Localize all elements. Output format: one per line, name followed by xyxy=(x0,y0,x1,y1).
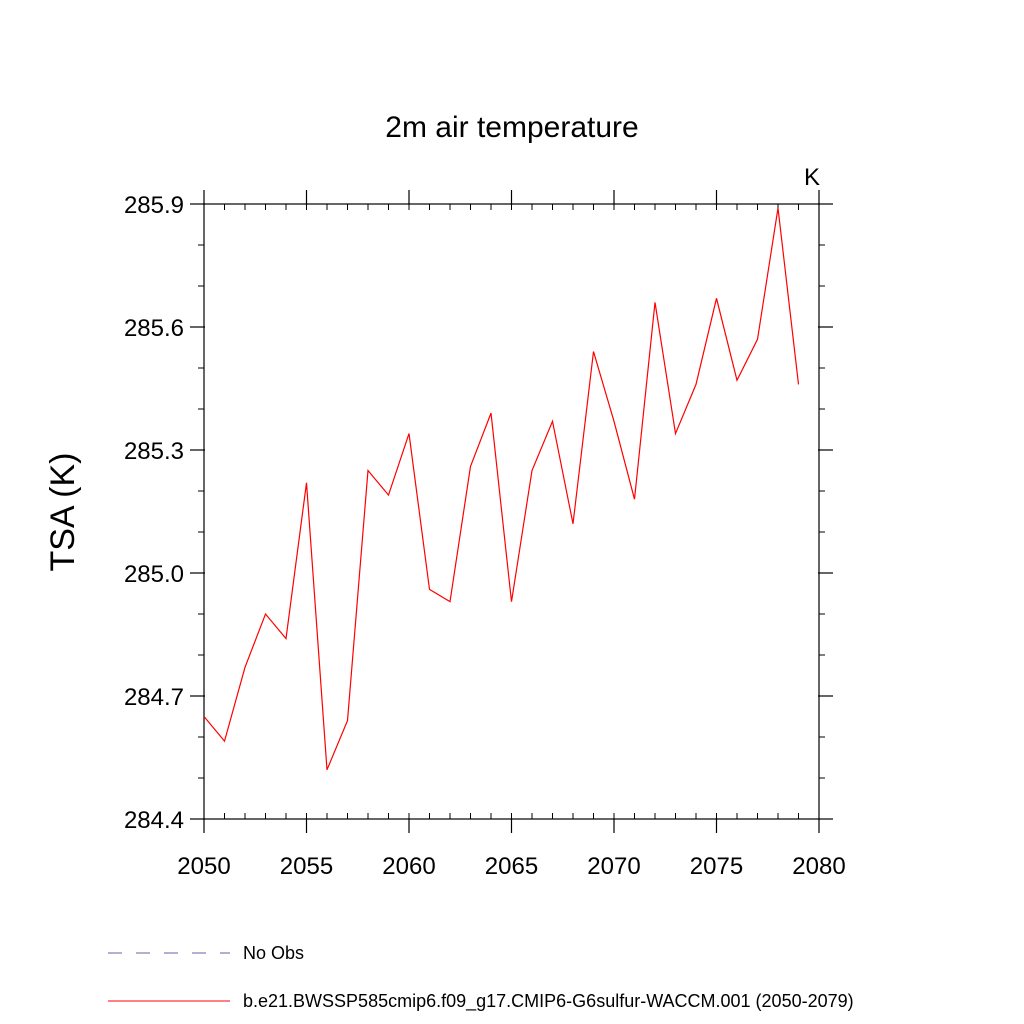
plot-frame xyxy=(203,203,820,820)
x-tick-label: 2065 xyxy=(485,853,538,880)
y-tick-label: 285.3 xyxy=(124,438,184,465)
y-tick-label: 285.9 xyxy=(124,192,184,219)
x-tick-label: 2050 xyxy=(177,853,230,880)
y-tick-labels: 284.4 284.7 285.0 285.3 285.6 285.9 xyxy=(124,192,184,834)
minor-ticks xyxy=(198,203,825,820)
series-line xyxy=(203,208,800,771)
x-tick-label: 2060 xyxy=(382,853,435,880)
unit-label: K xyxy=(804,164,820,191)
y-tick-label: 284.4 xyxy=(124,807,184,834)
legend-item: No Obs xyxy=(108,943,304,963)
x-tick-label: 2080 xyxy=(792,853,845,880)
y-tick-label: 285.0 xyxy=(124,561,184,588)
x-tick-label: 2075 xyxy=(690,853,743,880)
legend-item: b.e21.BWSSP585cmip6.f09_g17.CMIP6-G6sulf… xyxy=(108,991,854,1012)
y-axis-label: TSA (K) xyxy=(44,452,82,571)
y-tick-label: 284.7 xyxy=(124,684,184,711)
y-tick-label: 285.6 xyxy=(124,315,184,342)
major-ticks xyxy=(190,190,833,833)
legend-label: No Obs xyxy=(243,943,304,963)
plot-border xyxy=(203,203,820,820)
series-layer xyxy=(203,208,800,771)
x-tick-labels: 2050 2055 2060 2065 2070 2075 2080 xyxy=(177,853,845,880)
legend-label: b.e21.BWSSP585cmip6.f09_g17.CMIP6-G6sulf… xyxy=(243,991,854,1012)
x-tick-label: 2055 xyxy=(280,853,333,880)
chart-title: 2m air temperature xyxy=(385,111,638,144)
x-tick-label: 2070 xyxy=(587,853,640,880)
legend: No Obs b.e21.BWSSP585cmip6.f09_g17.CMIP6-… xyxy=(108,943,854,1012)
